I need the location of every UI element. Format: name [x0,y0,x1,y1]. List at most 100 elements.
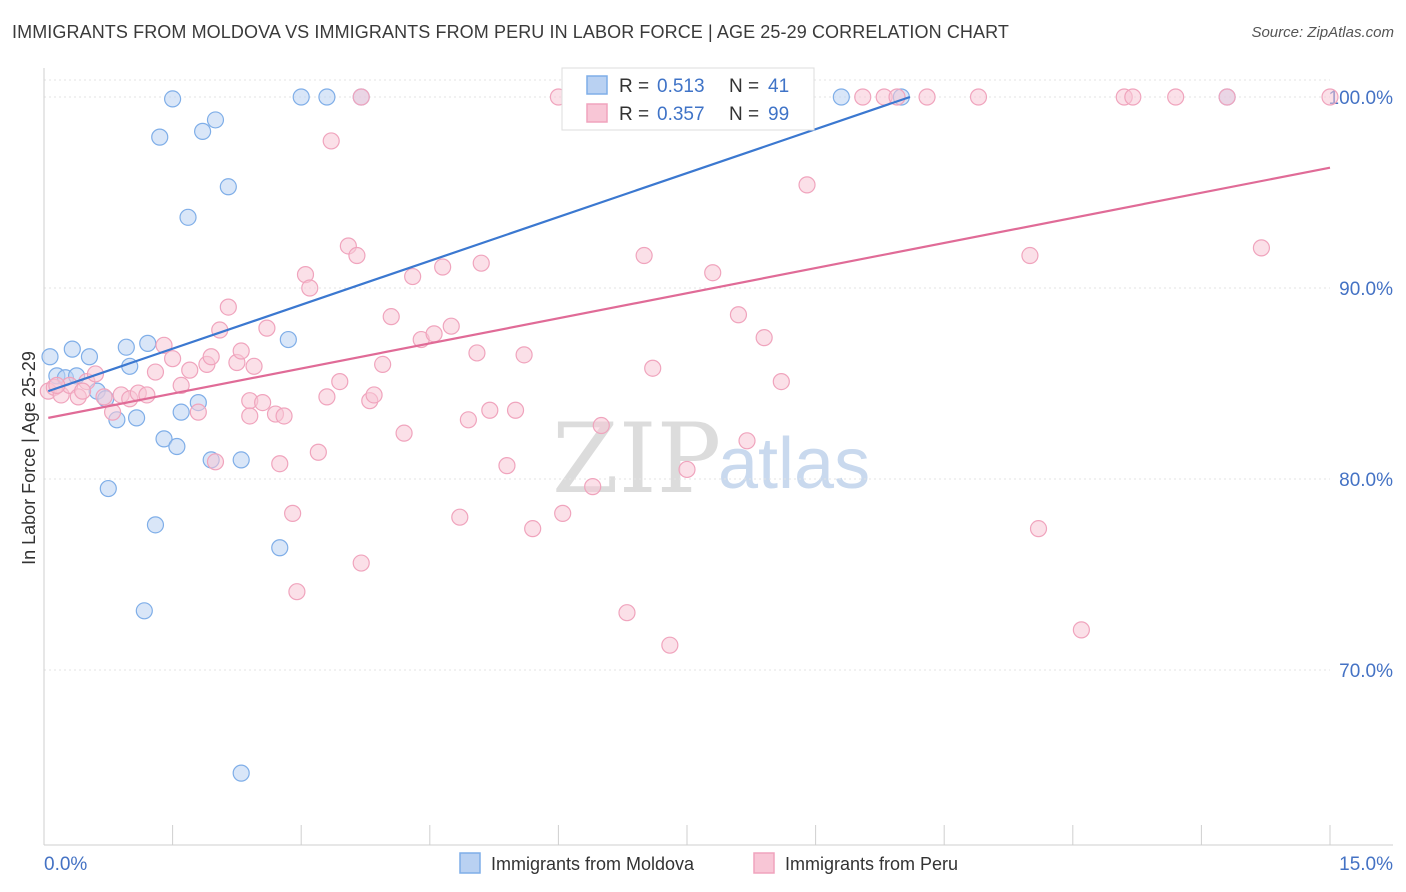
peru-point-7 [95,388,113,406]
peru-point-55 [468,344,486,362]
peru-point-59 [506,401,525,419]
peru-point-18 [189,403,207,421]
peru-point-52 [442,317,460,335]
peru-point-38 [322,132,340,150]
peru-point-73 [755,329,773,347]
legend-label-moldova[interactable]: Immigrants from Moldova [491,854,695,874]
peru-point-45 [374,355,392,373]
gridlines [44,79,1330,671]
peru-point-71 [729,306,748,324]
moldova-point-10 [117,338,135,356]
stats-n-label-peru: N = [729,104,759,125]
peru-point-64 [592,416,610,435]
legend-label-peru[interactable]: Immigrants from Peru [785,854,958,874]
stats-r-value-peru: 0.357 [657,104,705,125]
peru-point-96 [202,348,220,366]
moldova-point-30 [279,330,297,349]
peru-point-56 [472,254,490,272]
moldova-point-17 [155,430,173,448]
peru-point-94 [352,88,370,106]
peru-point-39 [331,372,349,391]
peru-point-70 [704,264,722,282]
moldova-point-16 [151,128,169,146]
peru-point-58 [498,457,516,475]
peru-point-32 [284,504,302,522]
peru-point-31 [275,407,293,425]
moldova-point-34 [832,88,850,106]
peru-point-46 [382,308,400,326]
peru-point-41 [348,246,366,265]
peru-point-78 [918,88,936,106]
peru-point-36 [309,443,327,461]
moldova-point-29 [271,539,289,557]
moldova-point-8 [99,479,117,498]
trend-lines [47,95,1331,419]
x-tick-label-max: 15.0% [1339,854,1393,875]
peru-point-62 [554,504,572,522]
peru-point-87 [1252,239,1271,257]
peru-point-72 [738,432,756,450]
peru-point-27 [254,394,272,412]
peru-point-54 [459,411,477,429]
peru-point-30 [271,455,289,473]
peru-point-53 [451,508,469,526]
peru-point-81 [1029,520,1048,538]
moldova-point-26 [219,178,237,196]
legend: Immigrants from Moldova Immigrants from … [459,852,958,874]
peru-point-50 [425,325,443,343]
peru-point-95 [241,407,259,425]
moldova-point-27 [232,764,250,782]
peru-point-86 [1218,88,1236,106]
peru-point-33 [288,583,306,601]
moldova-point-3 [63,340,81,358]
peru-trend-line [48,166,1331,419]
peru-point-63 [584,478,602,496]
stats-r-label-peru: R = [619,104,649,125]
y-tick-label-100: 100.0% [1329,88,1394,109]
peru-point-84 [1124,88,1142,106]
axes: 70.0% 80.0% 90.0% 100.0% 0.0% 15.0% [43,68,1394,875]
peru-point-97 [73,382,92,400]
y-axis-label: In Labor Force | Age 25-29 [19,351,39,565]
peru-point-17 [181,361,199,379]
legend-swatch-peru[interactable] [753,852,775,874]
peru-point-65 [618,604,636,622]
stats-n-value-moldova: 41 [768,76,789,97]
moldova-point-20 [172,403,190,421]
moldova-point-18 [164,90,182,108]
moldova-point-31 [292,88,310,106]
peru-point-76 [854,88,872,106]
peru-point-61 [524,520,542,538]
moldova-point-15 [146,516,165,534]
peru-point-13 [146,363,165,381]
peru-point-15 [164,350,182,368]
stats-swatch-peru [586,103,608,123]
y-tick-label-80: 80.0% [1339,470,1393,491]
peru-point-24 [232,342,250,360]
chart-title: IMMIGRANTS FROM MOLDOVA VS IMMIGRANTS FR… [12,22,1010,42]
peru-point-68 [661,636,679,654]
moldova-point-5 [80,348,99,366]
peru-point-26 [245,357,263,375]
stats-n-label-moldova: N = [729,76,759,97]
peru-point-16 [172,376,190,395]
moldova-point-14 [139,334,157,352]
stats-r-value-moldova: 0.513 [657,76,705,97]
peru-point-8 [103,403,122,421]
peru-point-66 [635,246,653,265]
moldova-point-23 [194,122,212,140]
moldova-point-32 [318,88,336,106]
peru-point-69 [678,460,696,479]
peru-point-35 [301,279,319,297]
watermark-zip: ZIP [552,403,721,515]
legend-swatch-moldova[interactable] [459,852,481,874]
peru-point-74 [772,372,790,391]
peru-point-82 [1072,621,1090,639]
y-tick-label-90: 90.0% [1339,279,1393,300]
moldova-point-13 [135,602,153,620]
peru-point-57 [481,401,499,419]
y-tick-label-70: 70.0% [1339,661,1393,682]
peru-point-28 [258,319,276,337]
peru-point-44 [365,386,383,404]
